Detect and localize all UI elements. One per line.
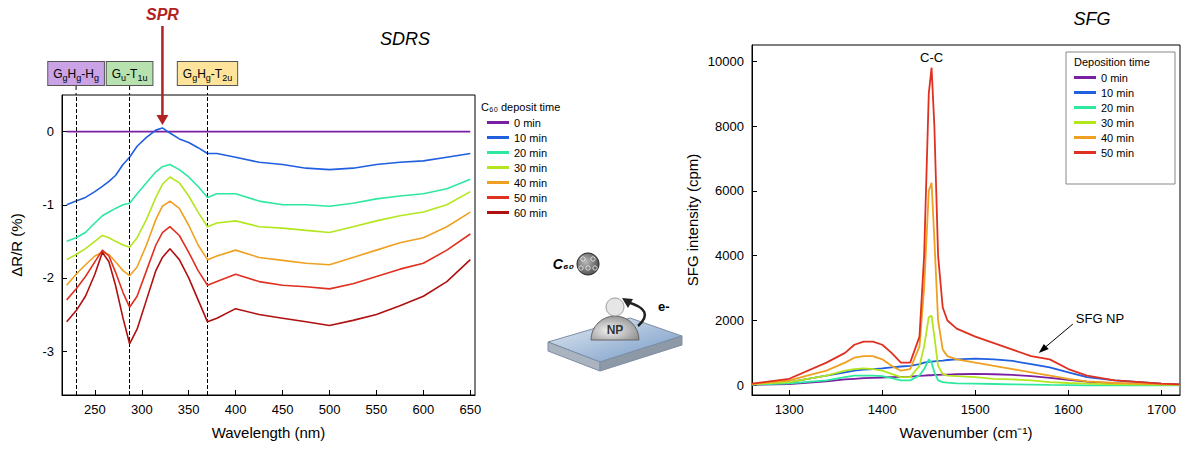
svg-text:600: 600 xyxy=(413,402,435,417)
svg-text:10 min: 10 min xyxy=(514,132,547,144)
svg-text:20 min: 20 min xyxy=(1101,102,1134,114)
svg-text:1400: 1400 xyxy=(868,402,897,417)
svg-text:30 min: 30 min xyxy=(514,162,547,174)
svg-text:C-C: C-C xyxy=(920,50,943,65)
svg-text:250: 250 xyxy=(84,402,106,417)
svg-text:0 min: 0 min xyxy=(514,117,541,129)
svg-text:40 min: 40 min xyxy=(514,177,547,189)
svg-text:450: 450 xyxy=(272,402,294,417)
svg-text:-T: -T xyxy=(211,67,223,81)
svg-text:u: u xyxy=(121,72,127,83)
svg-text:-2: -2 xyxy=(42,270,54,285)
svg-text:1700: 1700 xyxy=(1147,402,1176,417)
svg-text:G: G xyxy=(53,67,62,81)
svg-text:SDRS: SDRS xyxy=(380,29,430,49)
svg-text:H: H xyxy=(68,67,77,81)
svg-text:1u: 1u xyxy=(137,73,147,83)
svg-text:30 min: 30 min xyxy=(1101,117,1134,129)
svg-text:400: 400 xyxy=(225,402,247,417)
svg-text:Wavelength (nm): Wavelength (nm) xyxy=(212,424,326,441)
svg-text:g: g xyxy=(76,72,82,83)
svg-text:SFG intensity (cpm): SFG intensity (cpm) xyxy=(684,154,701,287)
svg-text:-H: -H xyxy=(81,67,94,81)
svg-text:1500: 1500 xyxy=(961,402,990,417)
svg-text:50 min: 50 min xyxy=(1101,147,1134,159)
svg-text:NP: NP xyxy=(607,323,624,337)
svg-text:SPR: SPR xyxy=(146,6,179,23)
svg-text:0: 0 xyxy=(737,378,744,393)
svg-text:4000: 4000 xyxy=(715,248,744,263)
svg-text:650: 650 xyxy=(459,402,481,417)
svg-text:g: g xyxy=(205,72,211,83)
svg-text:60 min: 60 min xyxy=(514,207,547,219)
svg-text:500: 500 xyxy=(319,402,341,417)
svg-text:Wavenumber (cm⁻¹): Wavenumber (cm⁻¹) xyxy=(900,424,1033,441)
svg-text:20 min: 20 min xyxy=(514,147,547,159)
svg-text:350: 350 xyxy=(178,402,200,417)
svg-text:C₆₀ deposit time: C₆₀ deposit time xyxy=(481,101,560,113)
svg-text:g: g xyxy=(62,72,68,83)
svg-text:0: 0 xyxy=(47,124,54,139)
svg-text:g: g xyxy=(192,72,198,83)
svg-text:6000: 6000 xyxy=(715,183,744,198)
svg-text:0 min: 0 min xyxy=(1101,72,1128,84)
svg-text:8000: 8000 xyxy=(715,119,744,134)
svg-text:Deposition time: Deposition time xyxy=(1074,56,1150,68)
svg-text:1600: 1600 xyxy=(1054,402,1083,417)
svg-text:550: 550 xyxy=(366,402,388,417)
svg-text:H: H xyxy=(197,67,206,81)
svg-text:-T: -T xyxy=(126,67,138,81)
svg-text:-3: -3 xyxy=(42,344,54,359)
svg-text:-1: -1 xyxy=(42,197,54,212)
svg-text:50 min: 50 min xyxy=(514,192,547,204)
svg-text:2000: 2000 xyxy=(715,313,744,328)
svg-text:g: g xyxy=(94,73,99,83)
svg-text:300: 300 xyxy=(131,402,153,417)
svg-text:G: G xyxy=(183,67,192,81)
svg-text:1300: 1300 xyxy=(775,402,804,417)
svg-text:SFG NP: SFG NP xyxy=(1076,311,1124,326)
svg-text:e-: e- xyxy=(658,299,670,314)
svg-text:SFG: SFG xyxy=(1073,9,1110,29)
svg-text:10 min: 10 min xyxy=(1101,87,1134,99)
svg-text:G: G xyxy=(112,67,121,81)
svg-text:10000: 10000 xyxy=(708,54,744,69)
svg-text:2u: 2u xyxy=(222,73,232,83)
svg-text:40 min: 40 min xyxy=(1101,132,1134,144)
svg-text:ΔR/R (%): ΔR/R (%) xyxy=(8,213,25,276)
svg-text:C₆₀: C₆₀ xyxy=(553,256,575,272)
